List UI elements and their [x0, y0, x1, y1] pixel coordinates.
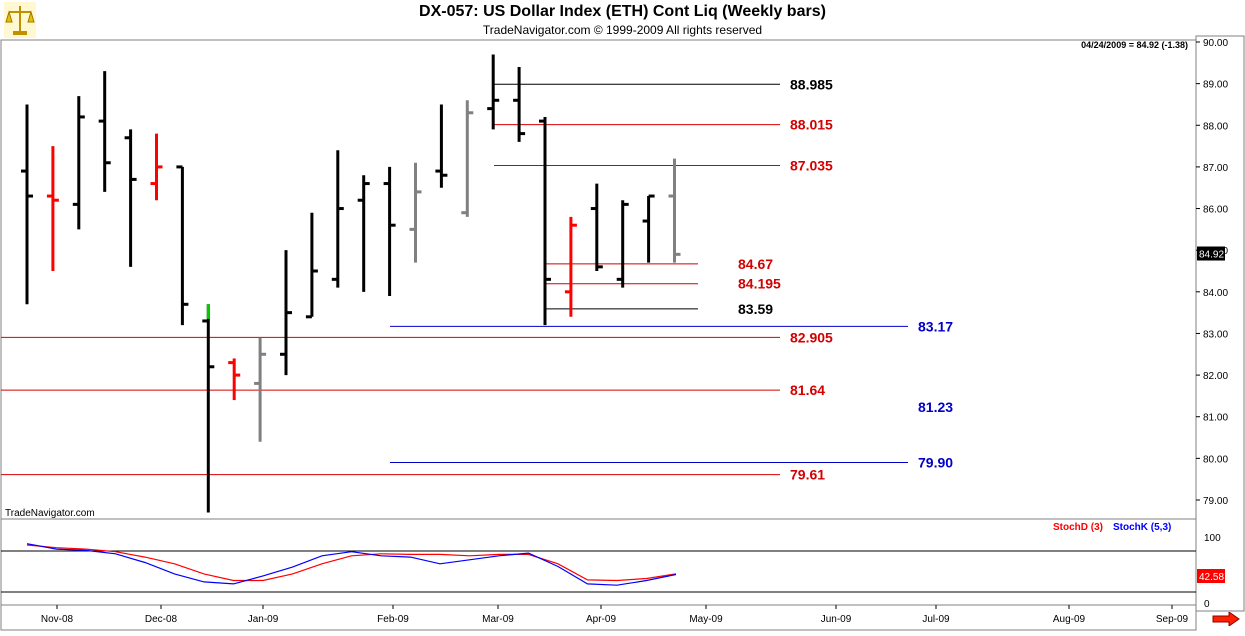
time-tick-label: Mar-09: [482, 614, 514, 625]
stochd-legend: StochD (3): [1053, 522, 1103, 533]
price-tag-label: 84.92: [1199, 250, 1224, 261]
price-tag-box: [1197, 246, 1225, 261]
level-label: 87.035: [790, 157, 833, 173]
time-tick-label: Jun-09: [821, 614, 852, 625]
price-tick-label: 84.00: [1203, 288, 1228, 299]
level-label: 88.015: [790, 117, 833, 133]
time-tick-label: Jul-09: [922, 614, 950, 625]
time-tick-label: Nov-08: [41, 614, 74, 625]
chart-subtitle: TradeNavigator.com © 1999-2009 All right…: [482, 23, 763, 37]
price-tick-label: 87.00: [1203, 163, 1228, 174]
price-tick-label: 90.00: [1203, 38, 1228, 49]
chart-title: DX-057: US Dollar Index (ETH) Cont Liq (…: [419, 3, 826, 20]
price-tick-label: 80.00: [1203, 454, 1228, 465]
last-price-readout: 04/24/2009 = 84.92 (-1.38): [1081, 40, 1188, 50]
level-label: 83.17: [918, 318, 953, 334]
time-tick-label: Apr-09: [586, 614, 616, 625]
price-axis: [1195, 35, 1245, 612]
scroll-right-arrow-icon[interactable]: [1211, 612, 1241, 626]
time-tick-label: May-09: [689, 614, 723, 625]
level-label: 81.23: [918, 399, 953, 415]
price-tick-label: 83.00: [1203, 329, 1228, 340]
time-tick-label: Dec-08: [145, 614, 178, 625]
stoch-tick-label: 0: [1204, 599, 1210, 610]
time-tick-label: Feb-09: [377, 614, 409, 625]
time-tick-label: Sep-09: [1156, 614, 1189, 625]
level-label: 79.61: [790, 467, 825, 483]
stoch-tick-label: 100: [1204, 533, 1221, 544]
price-panel: [0, 39, 1197, 520]
price-tick-label: 88.00: [1203, 121, 1228, 132]
time-axis: [0, 604, 1197, 631]
price-tick-label: 79.00: [1203, 496, 1228, 507]
stoch-line: [26, 544, 677, 582]
stoch-tag-label: 42.58: [1199, 572, 1224, 583]
level-label: 79.90: [918, 455, 953, 471]
time-tick-label: Jan-09: [248, 614, 279, 625]
time-tick-label: Aug-09: [1053, 614, 1086, 625]
level-label: 83.59: [738, 301, 773, 317]
price-tick-label: 82.00: [1203, 371, 1228, 382]
stochastic-panel: [0, 518, 1197, 606]
price-tick-label: 86.00: [1203, 205, 1228, 216]
stoch-tag-box: [1197, 569, 1225, 583]
stoch-line: [26, 543, 677, 586]
price-tick-label: 81.00: [1203, 413, 1228, 424]
watermark-text: TradeNavigator.com: [5, 508, 95, 519]
stochk-legend: StochK (5,3): [1113, 522, 1171, 533]
level-label: 84.67: [738, 256, 773, 272]
level-label: 84.195: [738, 276, 781, 292]
scale-logo-icon: [4, 2, 36, 38]
price-tick-label: 89.00: [1203, 80, 1228, 91]
level-label: 82.905: [790, 329, 833, 345]
level-label: 88.985: [790, 76, 833, 92]
level-label: 81.64: [790, 382, 825, 398]
